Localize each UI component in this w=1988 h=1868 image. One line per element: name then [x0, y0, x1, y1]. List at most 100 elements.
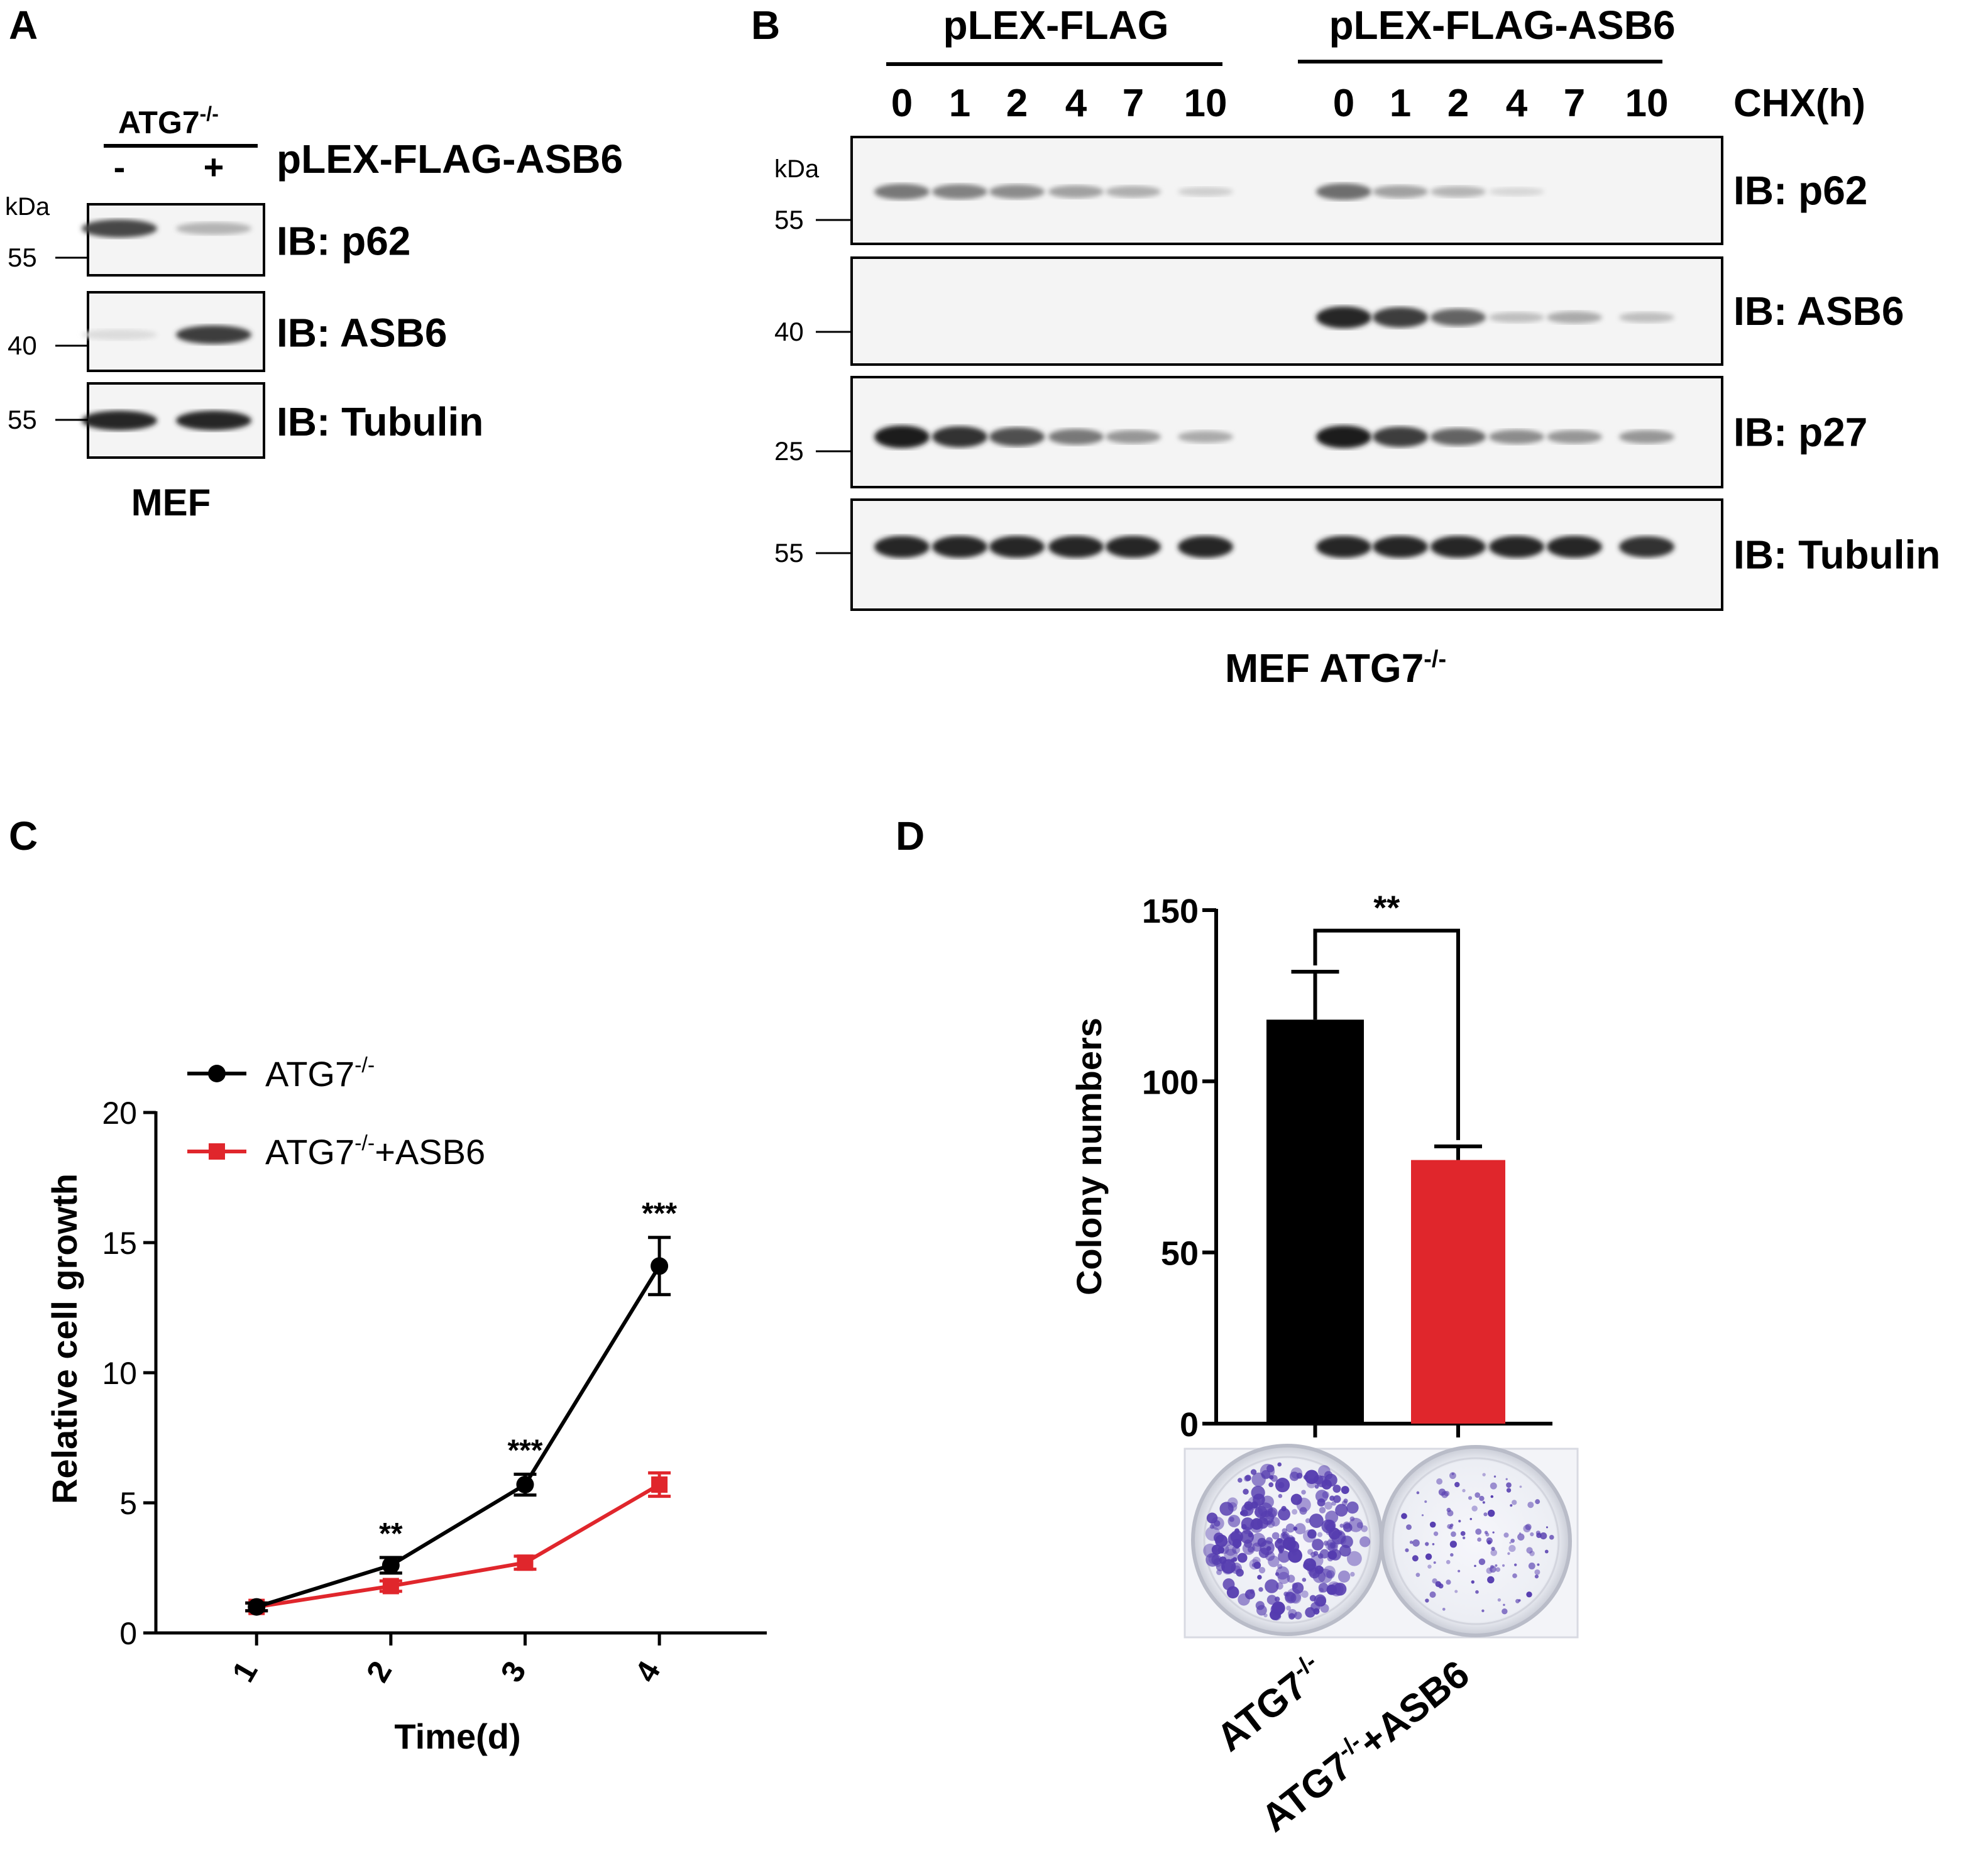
colony-spot: [1458, 1520, 1461, 1523]
colony-spot: [1324, 1502, 1332, 1510]
colony-spot: [1505, 1478, 1508, 1481]
blot-band: [1373, 536, 1428, 558]
colony-spot: [1303, 1558, 1316, 1571]
colony-spot: [1518, 1532, 1522, 1535]
dish-inner-rim: [1203, 1456, 1371, 1624]
blot-label: IB: ASB6: [277, 310, 447, 356]
y-tick-label: 15: [102, 1226, 137, 1261]
legend-label: ATG7-/-+ASB6: [265, 1131, 485, 1172]
colony-spot: [1486, 1537, 1493, 1544]
colony-spot: [1491, 1546, 1495, 1551]
colony-spot: [1232, 1546, 1240, 1554]
colony-spot: [1447, 1510, 1454, 1517]
blot-label: IB: ASB6: [1733, 288, 1904, 334]
panel-a-lane-plus: +: [204, 147, 224, 187]
colony-spot: [1285, 1591, 1297, 1604]
colony-spot: [1450, 1553, 1454, 1557]
blot-band: [1316, 183, 1371, 201]
marker-label: 55: [8, 243, 37, 272]
colony-spot: [1475, 1492, 1481, 1498]
colony-spot: [1512, 1500, 1517, 1505]
colony-spot: [1317, 1553, 1324, 1559]
significance-label: **: [1373, 889, 1400, 927]
colony-spot: [1205, 1552, 1220, 1567]
colony-spot: [1211, 1544, 1222, 1555]
colony-spot: [1425, 1542, 1429, 1546]
bar: [1411, 1160, 1505, 1424]
blot-frame: [850, 256, 1723, 366]
marker-label: 40: [774, 317, 804, 346]
blot-band: [874, 184, 930, 200]
colony-spot: [1277, 1462, 1282, 1467]
panel-c-axes: 0 5 10 15 20 1 2 3 4: [102, 1096, 767, 1688]
colony-spot: [1329, 1495, 1335, 1501]
colony-spot: [1495, 1567, 1501, 1572]
blot-band: [1431, 536, 1486, 558]
colony-spot: [1331, 1530, 1346, 1545]
colony-spot: [1481, 1609, 1485, 1612]
colony-spot: [1446, 1559, 1451, 1564]
blot-label: IB: p62: [277, 219, 410, 264]
colony-spot: [1454, 1481, 1460, 1488]
colony-spot: [1503, 1603, 1505, 1607]
colony-spot: [1535, 1499, 1540, 1505]
legend-marker: [209, 1143, 225, 1160]
colony-spot: [1482, 1501, 1485, 1504]
timepoint-label: 4: [1506, 82, 1528, 125]
colony-spot: [1433, 1561, 1436, 1564]
blot-band: [1489, 536, 1544, 558]
colony-spot: [1337, 1570, 1351, 1583]
x-tick-label: 3: [494, 1655, 533, 1688]
colony-spot: [1317, 1532, 1323, 1537]
colony-spot: [1230, 1530, 1243, 1544]
blot-label: IB: p62: [1733, 168, 1867, 213]
colony-spot: [1343, 1523, 1353, 1532]
colony-spot: [1258, 1566, 1266, 1574]
colony-spot: [1333, 1583, 1347, 1596]
panel-c-legend: ATG7-/- ATG7-/-+ASB6: [187, 1053, 485, 1172]
blot-band: [1316, 306, 1371, 329]
colony-spot: [1401, 1513, 1407, 1519]
blot-band: [1048, 185, 1104, 199]
colony-spot: [1495, 1564, 1498, 1567]
colony-spot: [1490, 1482, 1497, 1490]
panel-a-construct-label: pLEX-FLAG-ASB6: [277, 136, 623, 182]
colony-spot: [1251, 1518, 1263, 1530]
timepoint-label: 2: [1006, 82, 1028, 125]
colony-spot: [1238, 1593, 1250, 1606]
legend-item-1: ATG7-/-: [187, 1053, 375, 1094]
marker-label: 40: [8, 331, 37, 360]
panel-b-letter: B: [751, 3, 780, 48]
significance-bracket: [1313, 928, 1460, 1140]
data-point: [248, 1598, 266, 1616]
colony-spot: [1213, 1558, 1222, 1567]
series-atg7: [245, 1236, 671, 1616]
panel-c-x-axis-label: Time(d): [394, 1717, 520, 1756]
panel-d-category-labels: ATG7-/-ATG7-/-+ASB6: [1209, 1649, 1477, 1840]
colony-spot: [1487, 1509, 1495, 1517]
colony-spot: [1268, 1482, 1274, 1488]
colony-spot: [1458, 1569, 1461, 1573]
colony-spot: [1278, 1493, 1283, 1498]
colony-spot: [1405, 1548, 1409, 1552]
blot-band: [932, 426, 987, 448]
colony-spot: [1323, 1566, 1336, 1578]
blot-band: [1431, 186, 1486, 197]
colony-spot: [1506, 1488, 1512, 1493]
blot-band: [874, 426, 930, 448]
colony-spot: [1275, 1566, 1290, 1580]
colony-spot: [1326, 1570, 1335, 1579]
timepoint-label: 10: [1184, 82, 1227, 125]
blot-band: [1489, 429, 1544, 444]
blot-band: [1489, 187, 1544, 196]
colony-spot: [1335, 1503, 1348, 1517]
blot-band: [1489, 312, 1544, 323]
blot-band: [82, 329, 157, 340]
colony-spot: [1227, 1497, 1238, 1508]
dish-rim: [1380, 1445, 1572, 1637]
blot-label: IB: Tubulin: [277, 399, 483, 444]
colony-spot: [1221, 1559, 1236, 1574]
blot-band: [1373, 426, 1428, 448]
blot-band: [1048, 429, 1104, 445]
colony-spot: [1307, 1549, 1314, 1555]
